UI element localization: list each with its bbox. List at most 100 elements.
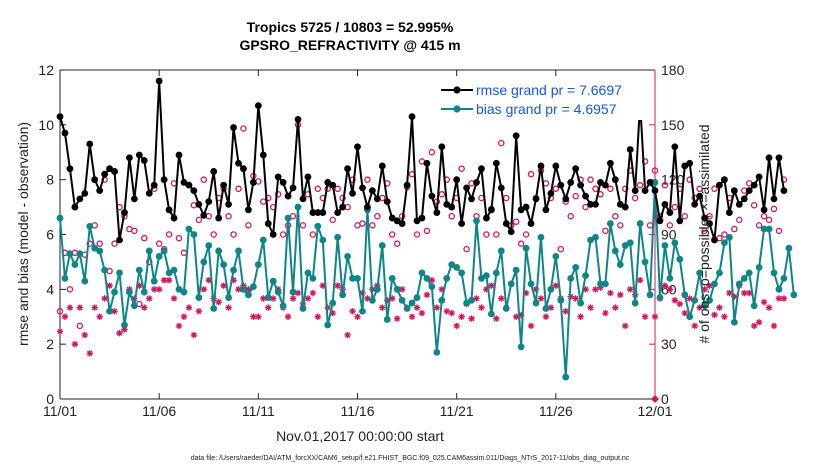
rmse-point [309, 209, 317, 216]
bias-point [646, 291, 654, 299]
obs-assimilated-point [755, 319, 763, 326]
obs-possible-point [517, 240, 525, 247]
obs-assimilated-point [260, 295, 267, 302]
obs-assimilated-point [770, 322, 778, 330]
bias-point [393, 285, 401, 293]
obs-assimilated-point [250, 313, 257, 320]
obs-assimilated-point [701, 286, 708, 293]
obs-assimilated-point [517, 311, 525, 319]
rmse-point [775, 154, 783, 162]
obs-possible-point [369, 222, 376, 229]
rmse-point [259, 151, 267, 159]
bias-point [448, 261, 456, 269]
obs-assimilated-point [577, 313, 584, 320]
bias-point [165, 269, 173, 277]
bias-point [413, 294, 421, 301]
rmse-point [254, 102, 262, 110]
rmse-point [651, 187, 659, 195]
obs-assimilated-point [86, 350, 93, 357]
obs-assimilated-point [423, 291, 431, 299]
rmse-point [721, 176, 728, 184]
rmse-point [205, 198, 213, 206]
bias-point [140, 288, 148, 296]
obs-possible-point [230, 231, 237, 238]
obs-possible-point [235, 185, 242, 193]
obs-possible-point [760, 212, 768, 220]
bias-point [473, 217, 480, 225]
obs-possible-point [175, 234, 183, 242]
y-right-tick-label: 30 [661, 336, 677, 352]
rmse-point [339, 203, 347, 211]
obs-assimilated-point [498, 295, 505, 302]
chart-title-line1: Tropics 5725 / 10803 = 52.995% [247, 19, 454, 35]
obs-possible-point [622, 185, 629, 193]
bias-point [349, 274, 356, 282]
rmse-point [468, 195, 475, 203]
bias-point [111, 288, 118, 296]
obs-assimilated-point [547, 304, 555, 311]
bias-point [279, 302, 287, 310]
rmse-point [626, 146, 634, 153]
obs-assimilated-point [582, 286, 589, 293]
rmse-point [557, 181, 565, 189]
bias-point [245, 291, 252, 299]
obs-assimilated-point [651, 313, 659, 320]
bias-point [264, 294, 272, 301]
bias-point [691, 296, 699, 304]
rmse-point [274, 173, 282, 181]
bias-point [468, 296, 475, 304]
bias-point [458, 269, 466, 277]
obs-possible-point [617, 222, 624, 229]
rmse-point [701, 214, 708, 222]
obs-assimilated-point [726, 289, 733, 297]
rmse-point [329, 181, 337, 189]
rmse-point [621, 203, 629, 211]
bias-point [567, 274, 575, 282]
rmse-point [299, 195, 307, 203]
x-tick-label: 11/26 [539, 403, 573, 419]
y-left-tick-label: 6 [46, 227, 54, 243]
rmse-point [686, 159, 694, 167]
obs-assimilated-point [532, 286, 540, 293]
rmse-point [145, 189, 153, 197]
obs-assimilated-point [681, 309, 688, 317]
obs-assimilated-point [721, 313, 728, 320]
obs-assimilated-point [71, 340, 79, 348]
legend-bias-entry: bias grand pr = 4.6957 [441, 101, 617, 117]
obs-assimilated-point [141, 304, 148, 311]
obs-assimilated-point [750, 322, 758, 330]
obs-assimilated-point [413, 304, 421, 311]
obs-possible-point [423, 227, 431, 235]
rmse-point [458, 220, 466, 227]
obs-possible-point [56, 308, 64, 315]
bias-point [121, 321, 128, 329]
rmse-point [478, 165, 485, 173]
obs-assimilated-point [691, 322, 698, 330]
rmse-point [681, 162, 689, 170]
bias-point [780, 274, 788, 282]
bias-point [418, 269, 426, 277]
bias-point [378, 242, 386, 249]
bias-point [696, 269, 704, 277]
obs-possible-point [111, 240, 118, 247]
rmse-point [502, 220, 510, 227]
bias-point [175, 285, 183, 293]
bias-point [716, 269, 723, 277]
x-tick-label: 11/01 [43, 403, 77, 419]
chart-title-line2: GPSRO_REFRACTIVITY @ 415 m [239, 37, 460, 53]
rmse-point [294, 115, 302, 123]
bias-point [225, 294, 232, 301]
bias-point [408, 299, 416, 307]
obs-possible-point [195, 216, 203, 224]
bias-point [636, 220, 644, 227]
obs-assimilated-point [592, 286, 599, 293]
bias-point [210, 305, 218, 312]
obs-possible-point [775, 227, 783, 235]
bias-point [626, 239, 634, 247]
bias-point [423, 274, 431, 282]
obs-assimilated-point [760, 298, 768, 306]
obs-assimilated-point [389, 295, 396, 302]
bias-point [205, 242, 213, 249]
bias-point [130, 302, 138, 310]
rmse-point [230, 124, 237, 131]
